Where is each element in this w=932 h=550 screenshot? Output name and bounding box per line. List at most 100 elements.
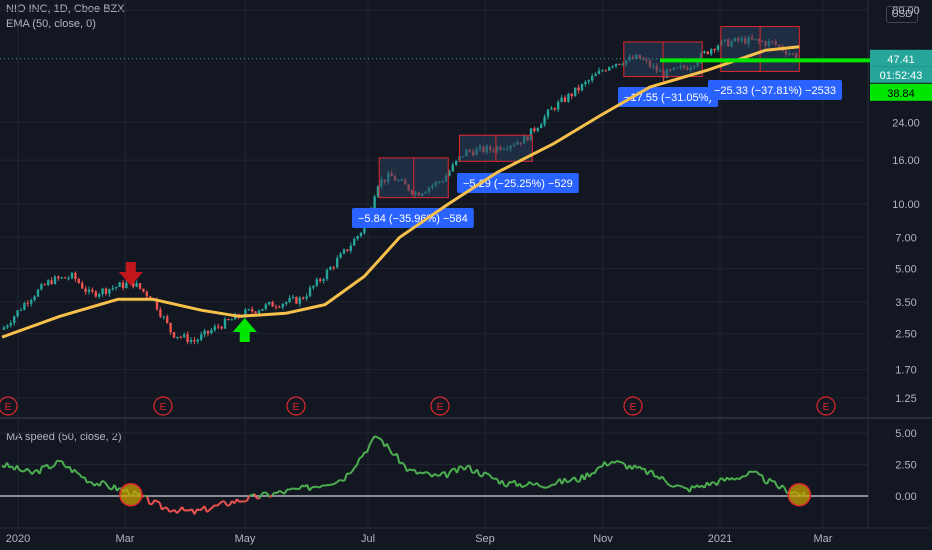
candle-body	[64, 277, 67, 279]
support-level-badge-text: 38.84	[887, 88, 915, 100]
ma-speed-segment	[268, 494, 273, 498]
ma-speed-segment	[184, 509, 188, 512]
ma-speed-segment	[504, 484, 508, 488]
candle-body	[353, 239, 356, 246]
ma-speed-segment	[154, 499, 158, 503]
candle-body	[166, 316, 169, 323]
ma-speed-segment	[73, 468, 78, 474]
ma-speed-segment	[53, 460, 58, 466]
ma-speed-segment	[509, 480, 513, 484]
ma-speed-segment	[679, 484, 683, 488]
ma-speed-segment	[651, 470, 656, 478]
time-tick-label: Mar	[814, 533, 833, 545]
time-tick-label: 2020	[6, 533, 30, 545]
candle-body	[196, 339, 199, 342]
candle	[50, 277, 53, 285]
ma-speed-segment	[746, 470, 751, 476]
candle	[43, 283, 46, 286]
candle	[597, 67, 601, 75]
ma-speed-segment	[744, 474, 748, 478]
candle-body	[376, 186, 380, 197]
candle	[302, 296, 305, 300]
ma-speed-segment	[274, 491, 278, 495]
candle-body	[268, 301, 271, 305]
candle	[162, 315, 165, 320]
candle	[64, 276, 67, 279]
candle-body	[111, 287, 114, 290]
candle-body	[203, 330, 206, 335]
candle	[621, 62, 624, 66]
candle-body	[213, 326, 216, 331]
ma-speed-segment	[481, 471, 486, 478]
time-tick-label: Nov	[593, 533, 613, 545]
ma-speed-segment	[619, 460, 623, 464]
ma-speed-segment	[663, 479, 668, 484]
ma-speed-segment	[283, 489, 288, 495]
candle-body	[448, 171, 451, 176]
ma-speed-segment	[728, 477, 733, 481]
candle	[121, 280, 125, 291]
price-tick-label: 1.70	[895, 364, 916, 376]
ma-speed-segment	[89, 480, 93, 484]
ma-speed-segment	[83, 476, 88, 484]
ma-speed-segment	[388, 448, 393, 455]
candle-body	[591, 76, 594, 81]
candle-body	[312, 285, 315, 288]
candle	[315, 277, 318, 287]
candle	[186, 331, 189, 345]
candle	[376, 185, 380, 199]
time-tick-label: May	[235, 533, 256, 545]
candle	[601, 69, 604, 72]
candle	[611, 65, 614, 69]
ma-speed-segment	[26, 467, 31, 472]
candle	[325, 268, 329, 281]
ma-speed-segment	[241, 500, 245, 503]
candle	[172, 331, 176, 339]
ma-speed-segment	[568, 478, 573, 483]
earnings-marker-label: E	[630, 402, 637, 413]
candle-body	[336, 258, 339, 268]
candle	[98, 292, 101, 299]
candle	[138, 282, 142, 290]
candle-body	[118, 282, 121, 287]
ma-speed-segment	[246, 495, 251, 502]
ma-speed-segment	[666, 482, 671, 487]
ma-speed-segment	[654, 475, 658, 478]
countdown-badge: 01:52:43	[870, 66, 932, 83]
candle	[115, 286, 118, 291]
earnings-marker-label: E	[5, 402, 12, 413]
candle-body	[587, 80, 590, 82]
ma-speed-segment	[691, 485, 696, 489]
ma-speed-segment	[333, 481, 338, 485]
candle-body	[30, 299, 33, 304]
ma-speed-segment	[261, 491, 266, 495]
candle	[577, 84, 580, 94]
candle-body	[540, 124, 543, 129]
candle-body	[339, 253, 342, 259]
candle	[608, 66, 611, 72]
ma-speed-segment	[676, 484, 680, 487]
ma-speed-segment	[783, 487, 788, 494]
candle	[60, 276, 63, 280]
ma-speed-segment	[674, 484, 678, 488]
candle	[94, 290, 97, 298]
candle	[288, 295, 291, 304]
candle-body	[135, 283, 138, 287]
ma-speed-segment	[151, 499, 156, 505]
ma-speed-segment	[426, 471, 431, 475]
candle-body	[308, 287, 312, 297]
candle-body	[57, 276, 60, 279]
currency-button[interactable]: USD	[886, 6, 918, 23]
drawdown-label-bg	[708, 80, 843, 100]
candle-body	[278, 306, 281, 308]
candle	[77, 277, 80, 284]
ma-speed-segment	[276, 490, 281, 494]
ma-speed-segment	[199, 508, 203, 512]
ma-speed-segment	[696, 484, 701, 489]
candle-body	[570, 93, 573, 96]
ma-speed-segment	[336, 479, 341, 484]
candle	[448, 169, 451, 177]
ma-speed-segment	[244, 499, 248, 503]
candle	[308, 285, 312, 298]
